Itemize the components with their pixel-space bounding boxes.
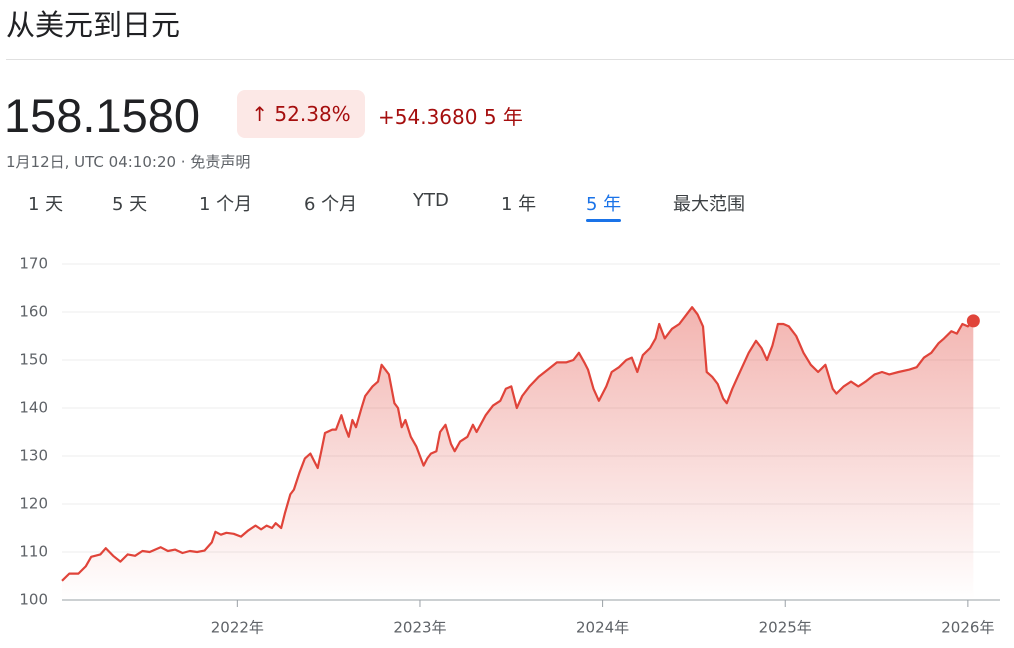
- area: [62, 307, 974, 600]
- divider: [6, 59, 1014, 60]
- range-tab[interactable]: YTD: [413, 190, 449, 211]
- price: 158.1580: [4, 89, 201, 142]
- y-tick-label: 160: [19, 303, 48, 321]
- range-tab[interactable]: 6 个月: [304, 194, 358, 215]
- y-tick-label: 170: [19, 255, 48, 273]
- y-tick-label: 150: [19, 351, 48, 369]
- x-tick-label: 2026年: [941, 619, 994, 637]
- x-tick-label: 2024年: [576, 619, 629, 637]
- x-tick-label: 2023年: [393, 619, 446, 637]
- change: +54.3680 5 年: [378, 101, 523, 130]
- x-tick-label: 2025年: [759, 619, 812, 637]
- range-tab[interactable]: 1 个月: [199, 194, 253, 215]
- y-tick-label: 120: [19, 495, 48, 513]
- range-tab[interactable]: 5 年: [586, 190, 622, 222]
- y-tick-label: 100: [19, 591, 48, 609]
- title: 从美元到日元: [6, 8, 181, 42]
- line: [61, 306, 975, 582]
- change-abs: +54.3680: [378, 105, 478, 129]
- range-tab[interactable]: 最大范围: [673, 194, 745, 215]
- change-pct: 52.38%: [274, 102, 351, 126]
- range-tab[interactable]: 1 天: [28, 194, 64, 215]
- last-point: [966, 314, 980, 328]
- y-tick-label: 130: [19, 447, 48, 465]
- y-tick-label: 110: [19, 543, 48, 561]
- period: 5 年: [483, 105, 523, 129]
- change-badge: ↑ 52.38%: [237, 90, 365, 138]
- range-tab[interactable]: 5 天: [112, 194, 148, 215]
- x-tick-label: 2022年: [211, 619, 264, 637]
- timestamp: 1月12日, UTC 04:10:20 · 免责声明: [6, 153, 251, 171]
- range-tab[interactable]: 1 年: [501, 194, 537, 215]
- y-tick-label: 140: [19, 399, 48, 417]
